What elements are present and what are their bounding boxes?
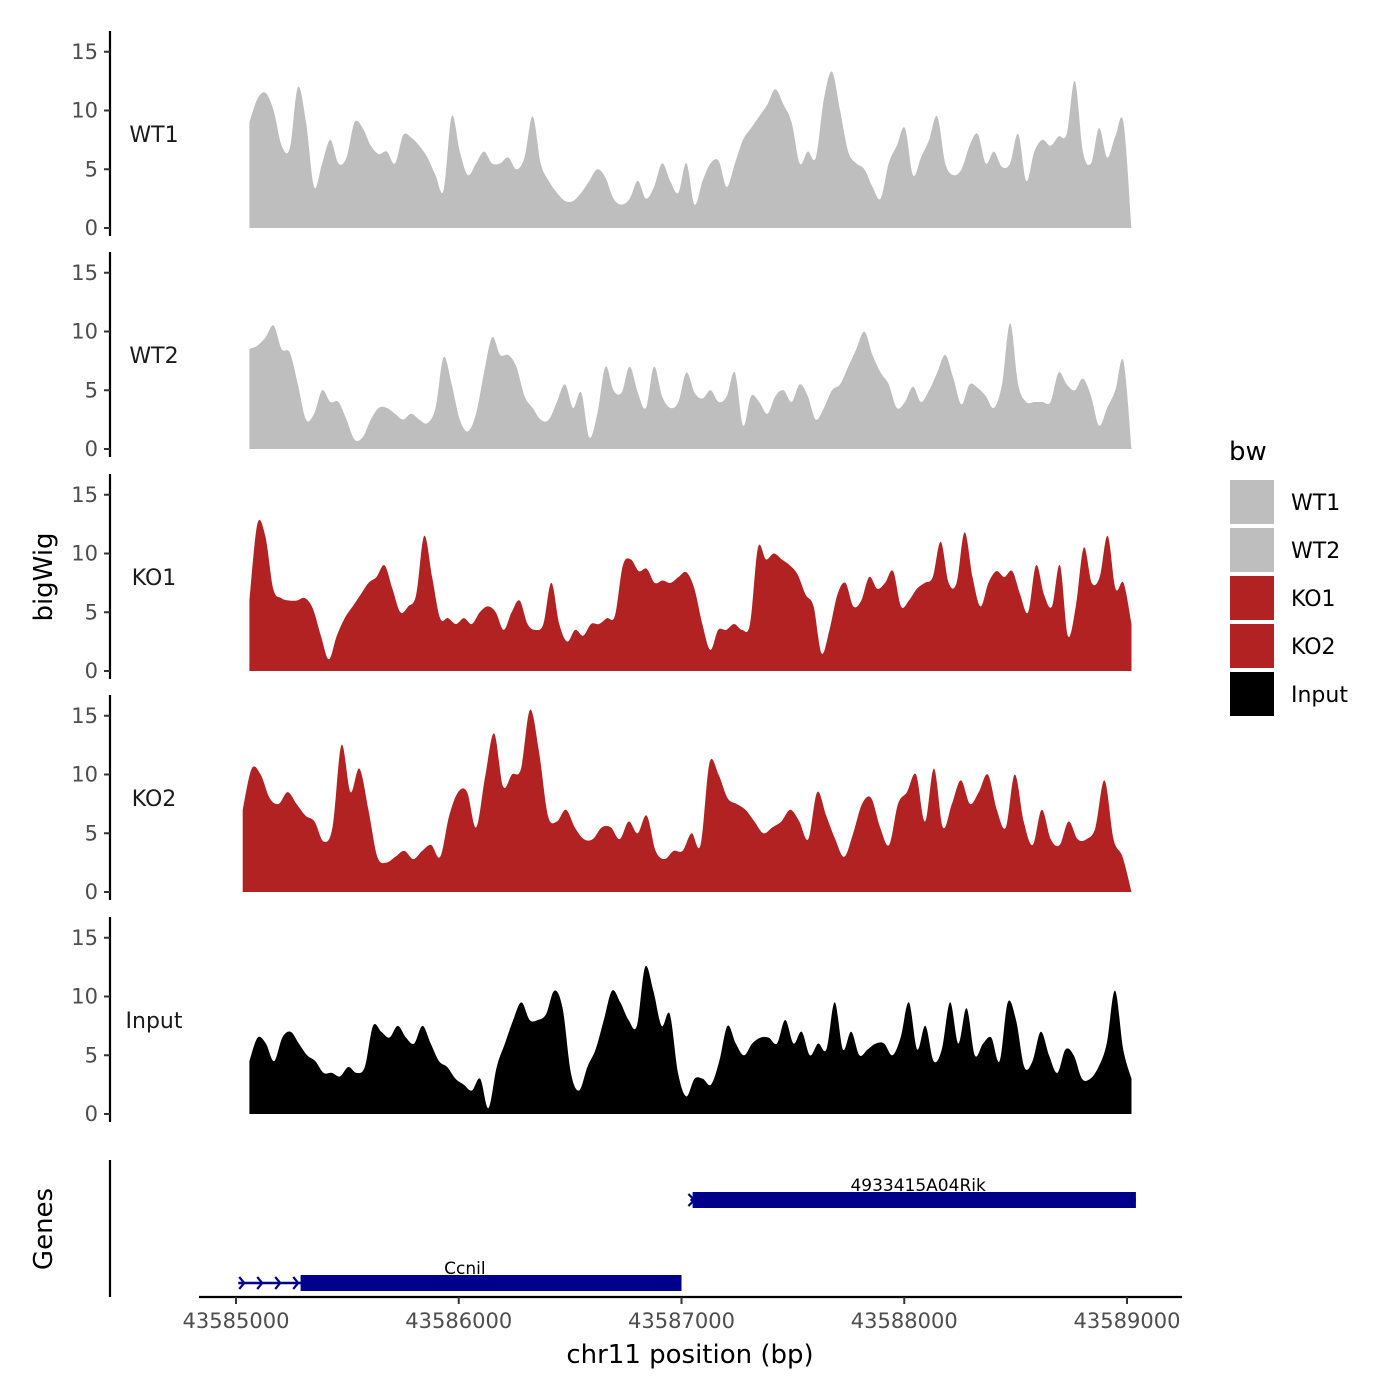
coverage-area-wt2 <box>249 323 1132 449</box>
legend-item-ko2: KO2 <box>1230 624 1336 668</box>
x-axis-title: chr11 position (bp) <box>566 1340 813 1370</box>
gene-exon <box>300 1275 682 1291</box>
strand-arrow <box>238 1276 246 1290</box>
legend-item-input: Input <box>1230 672 1348 716</box>
y-tick-label: 15 <box>71 483 98 507</box>
legend-label: KO1 <box>1291 587 1336 612</box>
y-tick-label: 5 <box>85 600 98 624</box>
legend-label: KO2 <box>1291 635 1336 660</box>
y-tick-label: 5 <box>85 821 98 845</box>
track-ko2: 0 5 10 15 KO2 <box>71 695 1132 904</box>
y-tick-label: 0 <box>85 216 98 240</box>
legend-swatch <box>1230 480 1274 524</box>
y-tick-label: 10 <box>71 99 98 123</box>
track-label: WT2 <box>129 344 178 369</box>
strand-arrow <box>256 1276 264 1290</box>
track-label: WT1 <box>129 123 178 148</box>
y-tick-label: 15 <box>71 704 98 728</box>
y-tick-label: 10 <box>71 320 98 344</box>
strand-arrow <box>274 1276 282 1290</box>
gene-exon <box>692 1192 1136 1208</box>
y-tick-label: 5 <box>85 378 98 402</box>
y-tick-label: 10 <box>71 542 98 566</box>
track-ko1: 0 5 10 15 KO1 <box>71 474 1132 683</box>
legend-item-ko1: KO1 <box>1230 576 1336 620</box>
legend-items: WT1 WT2 KO1 KO2 Input <box>1230 480 1348 716</box>
track-label: KO2 <box>132 787 177 812</box>
y-axis-title: bigWig <box>29 532 59 621</box>
coverage-area-wt1 <box>249 71 1132 228</box>
legend-title: bw <box>1229 437 1267 467</box>
y-tick-label: 0 <box>85 1102 98 1126</box>
y-tick-label: 10 <box>71 985 98 1009</box>
y-tick-label: 5 <box>85 157 98 181</box>
x-tick-label: 43587000 <box>628 1309 735 1333</box>
strand-arrow <box>292 1276 300 1290</box>
legend-swatch <box>1230 624 1274 668</box>
x-tick-label: 43585000 <box>183 1309 290 1333</box>
gene-ccnil: Ccnil <box>238 1259 682 1291</box>
coverage-area-ko1 <box>249 519 1132 671</box>
coverage-area-ko2 <box>242 709 1132 892</box>
legend-swatch <box>1230 672 1274 716</box>
y-tick-label: 0 <box>85 437 98 461</box>
y-tick-label: 0 <box>85 659 98 683</box>
y-tick-label: 15 <box>71 926 98 950</box>
x-tick-label: 43589000 <box>1074 1309 1181 1333</box>
gene-label: Ccnil <box>444 1259 485 1279</box>
gene-track: 4933415A04Rik Ccnil <box>108 1160 1136 1297</box>
track-wt2: 0 5 10 15 WT2 <box>71 252 1132 461</box>
y-tick-label: 15 <box>71 40 98 64</box>
tracks-layer: 0 5 10 15 WT1 0 5 10 15 WT2 0 5 10 15 KO1 0 5 10 15 KO2 0 5 10… <box>71 31 1132 1126</box>
track-label: KO1 <box>132 566 177 591</box>
legend: bw WT1 WT2 KO1 KO2 Input <box>1229 437 1348 716</box>
legend-label: Input <box>1291 683 1348 708</box>
track-wt1: 0 5 10 15 WT1 <box>71 31 1132 240</box>
x-tick-label: 43588000 <box>851 1309 958 1333</box>
y-tick-label: 15 <box>71 261 98 285</box>
legend-swatch <box>1230 576 1274 620</box>
legend-label: WT1 <box>1291 491 1340 516</box>
y-tick-label: 0 <box>85 880 98 904</box>
x-axis: 43585000 43586000 43587000 43588000 43589000 <box>183 1295 1182 1333</box>
legend-item-wt2: WT2 <box>1230 528 1340 572</box>
track-input: 0 5 10 15 Input <box>71 917 1132 1126</box>
y-tick-label: 5 <box>85 1043 98 1067</box>
legend-label: WT2 <box>1291 539 1340 564</box>
coverage-area-input <box>249 966 1132 1114</box>
x-tick-label: 43586000 <box>405 1309 512 1333</box>
legend-item-wt1: WT1 <box>1230 480 1340 524</box>
gene-4933415a04rik: 4933415A04Rik <box>687 1176 1136 1208</box>
gene-label: 4933415A04Rik <box>850 1176 986 1196</box>
gene-track-title: Genes <box>29 1188 59 1270</box>
legend-swatch <box>1230 528 1274 572</box>
track-label: Input <box>126 1009 183 1034</box>
y-tick-label: 10 <box>71 763 98 787</box>
